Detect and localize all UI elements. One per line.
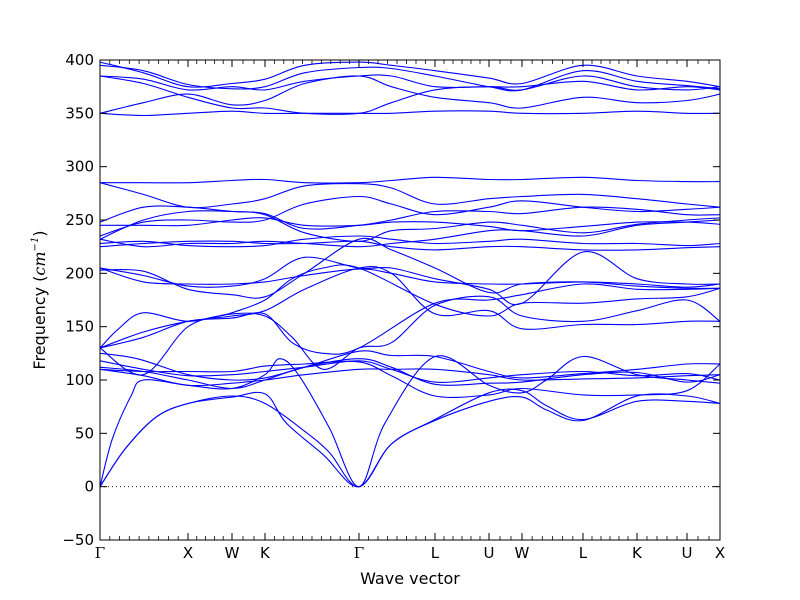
band-line-13: [99, 251, 721, 306]
band-line-2: [99, 388, 721, 488]
band-line-7: [99, 350, 721, 381]
x-tick-label: X: [183, 544, 193, 562]
x-tick-label: K: [632, 544, 643, 562]
band-line-20: [100, 217, 721, 232]
band-line-26: [99, 75, 721, 114]
y-axis-label-prefix: Frequency (: [30, 276, 49, 370]
band-line-19: [99, 210, 721, 242]
band-line-18: [99, 240, 721, 251]
x-tick-label: U: [682, 544, 693, 562]
y-tick-label: 300: [65, 158, 94, 176]
y-axis-label-exponent: −1: [30, 237, 41, 252]
y-tick-label: 400: [65, 51, 94, 69]
x-tick-label: Γ: [95, 544, 105, 562]
x-tick-label: U: [483, 544, 494, 562]
x-tick-label: Γ: [354, 544, 364, 562]
y-axis-label: Frequency (cm−1): [30, 230, 49, 369]
bands-layer: [99, 61, 721, 488]
x-tick-label: L: [431, 544, 440, 562]
band-line-28: [99, 74, 721, 91]
x-tick-label: K: [260, 544, 271, 562]
band-line-6: [99, 360, 721, 398]
y-tick-label: 50: [75, 424, 94, 442]
band-line-17: [99, 235, 721, 248]
band-line-23: [100, 176, 721, 184]
x-tick-label: X: [715, 544, 725, 562]
plot-frame: [99, 59, 721, 541]
y-tick-label: 250: [65, 211, 94, 229]
band-line-3: [99, 355, 721, 488]
y-axis-label-unit: cm: [30, 251, 49, 275]
band-line-21: [99, 195, 721, 237]
band-line-8: [99, 368, 721, 387]
y-axis-label-suffix: ): [30, 230, 49, 236]
y-tick-label: 100: [65, 371, 94, 389]
y-tick-label: −50: [62, 531, 94, 549]
band-line-12: [99, 283, 721, 355]
band-line-22: [99, 205, 721, 230]
y-ticks-layer: −50 0 50 100 150 200 250 300 350 400: [62, 51, 720, 549]
band-line-24: [99, 182, 721, 209]
x-tick-label: L: [579, 544, 588, 562]
y-tick-label: 200: [65, 264, 94, 282]
band-line-25: [99, 110, 721, 117]
plot-background: [100, 60, 720, 540]
band-line-16: [99, 219, 721, 248]
band-line-15: [99, 237, 721, 299]
y-tick-label: 150: [65, 318, 94, 336]
x-axis-label: Wave vector: [360, 569, 460, 588]
band-line-27: [99, 75, 721, 115]
band-line-4: [99, 358, 721, 390]
y-tick-label: 350: [65, 104, 94, 122]
band-line-14: [99, 267, 721, 288]
y-tick-label: 0: [84, 478, 94, 496]
x-tick-label: W: [225, 544, 240, 562]
x-tick-label: W: [515, 544, 530, 562]
band-line-30: [99, 64, 721, 92]
